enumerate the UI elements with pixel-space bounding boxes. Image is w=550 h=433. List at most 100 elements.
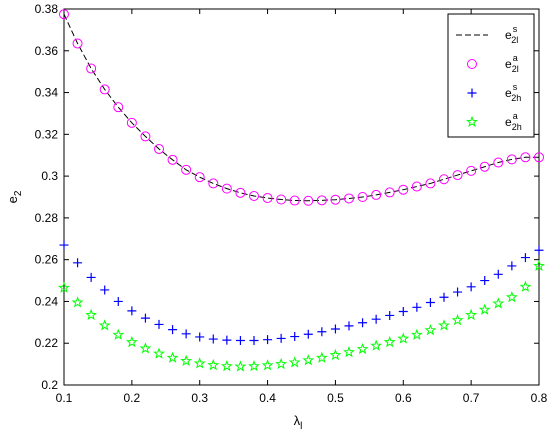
data-point <box>249 190 259 201</box>
data-point <box>303 195 314 206</box>
data-point <box>439 292 449 302</box>
y-tick-label: 0.32 <box>35 127 59 141</box>
data-point <box>425 297 435 307</box>
y-tick-label: 0.2 <box>41 378 58 392</box>
y-tick-label: 0.38 <box>35 2 59 16</box>
data-point <box>85 308 98 321</box>
y-tick-label: 0.24 <box>35 294 59 308</box>
data-point <box>154 319 164 329</box>
data-point <box>451 313 464 326</box>
data-point <box>290 332 300 342</box>
x-tick-label: 0.2 <box>124 391 141 405</box>
data-point <box>452 170 463 181</box>
y-axis: 0.2 0.22 0.24 0.26 0.28 0.3 0.32 0.34 0.36 0.38 <box>35 2 539 392</box>
x-tick-label: 0.6 <box>395 391 412 405</box>
data-point <box>125 335 138 348</box>
data-point <box>478 303 491 315</box>
x-tick-label: 0.8 <box>531 391 548 405</box>
legend-item-4: ea 2h <box>466 111 522 132</box>
data-point <box>466 165 477 176</box>
x-tick-label: 0.7 <box>463 391 480 405</box>
data-point <box>59 9 69 20</box>
series-line <box>63 14 539 202</box>
data-point <box>384 187 395 198</box>
data-point <box>505 291 518 303</box>
data-point <box>480 276 490 286</box>
series-layer <box>58 9 545 372</box>
data-point <box>168 325 178 335</box>
data-point <box>315 351 328 363</box>
data-point <box>330 324 340 334</box>
data-point <box>235 187 246 198</box>
data-point <box>222 335 232 345</box>
data-point <box>220 359 233 372</box>
series-2 <box>59 9 544 206</box>
x-tick-label: 0.5 <box>327 391 344 405</box>
data-point <box>113 296 123 306</box>
data-point <box>112 328 125 340</box>
data-point <box>398 184 409 195</box>
y-tick-label: 0.28 <box>35 211 59 225</box>
data-point <box>98 319 111 331</box>
data-point <box>139 342 152 354</box>
data-point <box>58 281 70 293</box>
data-point <box>195 332 205 342</box>
legend-label: ea 2h <box>505 111 522 132</box>
y-tick-label: 0.36 <box>35 44 59 58</box>
y-tick-label: 0.34 <box>35 86 59 100</box>
data-point <box>344 321 354 331</box>
data-point <box>410 328 423 340</box>
legend-marker-swatch <box>467 59 477 69</box>
data-point <box>506 154 517 165</box>
x-tick-label: 0.3 <box>191 391 208 405</box>
data-point <box>249 336 259 346</box>
data-point <box>181 164 192 175</box>
data-point <box>479 161 490 172</box>
data-point <box>276 194 287 205</box>
data-point <box>330 194 341 205</box>
data-point <box>412 302 422 312</box>
data-point <box>140 313 150 323</box>
series-3 <box>59 240 544 346</box>
data-point <box>424 324 437 336</box>
legend: es 2l ea 2l es 2h ea 2h <box>447 13 535 138</box>
y-tick-label: 0.26 <box>35 253 59 267</box>
data-point <box>194 172 205 183</box>
y-tick-label: 0.3 <box>41 169 58 183</box>
legend-item-2: ea 2l <box>467 53 519 74</box>
series-1 <box>63 14 539 202</box>
data-point <box>235 336 245 346</box>
data-point <box>397 332 410 344</box>
y-axis-label: e2 <box>5 190 24 203</box>
data-point <box>275 357 288 370</box>
data-point <box>534 245 544 255</box>
data-point <box>113 102 124 113</box>
data-point <box>86 63 97 74</box>
x-axis-label: λl <box>294 413 303 432</box>
data-point <box>140 131 151 142</box>
data-point <box>439 174 449 185</box>
data-point <box>207 358 220 371</box>
data-point <box>288 356 301 368</box>
data-point <box>234 360 247 372</box>
data-point <box>166 351 179 363</box>
data-point <box>385 310 395 320</box>
data-point <box>221 183 232 194</box>
data-point <box>316 195 327 206</box>
data-point <box>519 280 532 292</box>
data-point <box>383 335 396 348</box>
data-point <box>371 314 381 324</box>
data-point <box>343 345 355 358</box>
data-point <box>261 359 274 371</box>
data-point <box>86 272 96 282</box>
data-point <box>466 282 476 292</box>
data-point <box>398 306 408 316</box>
data-point <box>153 347 165 359</box>
data-point <box>73 258 83 268</box>
data-point <box>493 269 503 279</box>
data-point <box>411 181 422 192</box>
data-point <box>99 84 110 95</box>
data-point <box>533 259 545 271</box>
data-point <box>520 253 530 263</box>
